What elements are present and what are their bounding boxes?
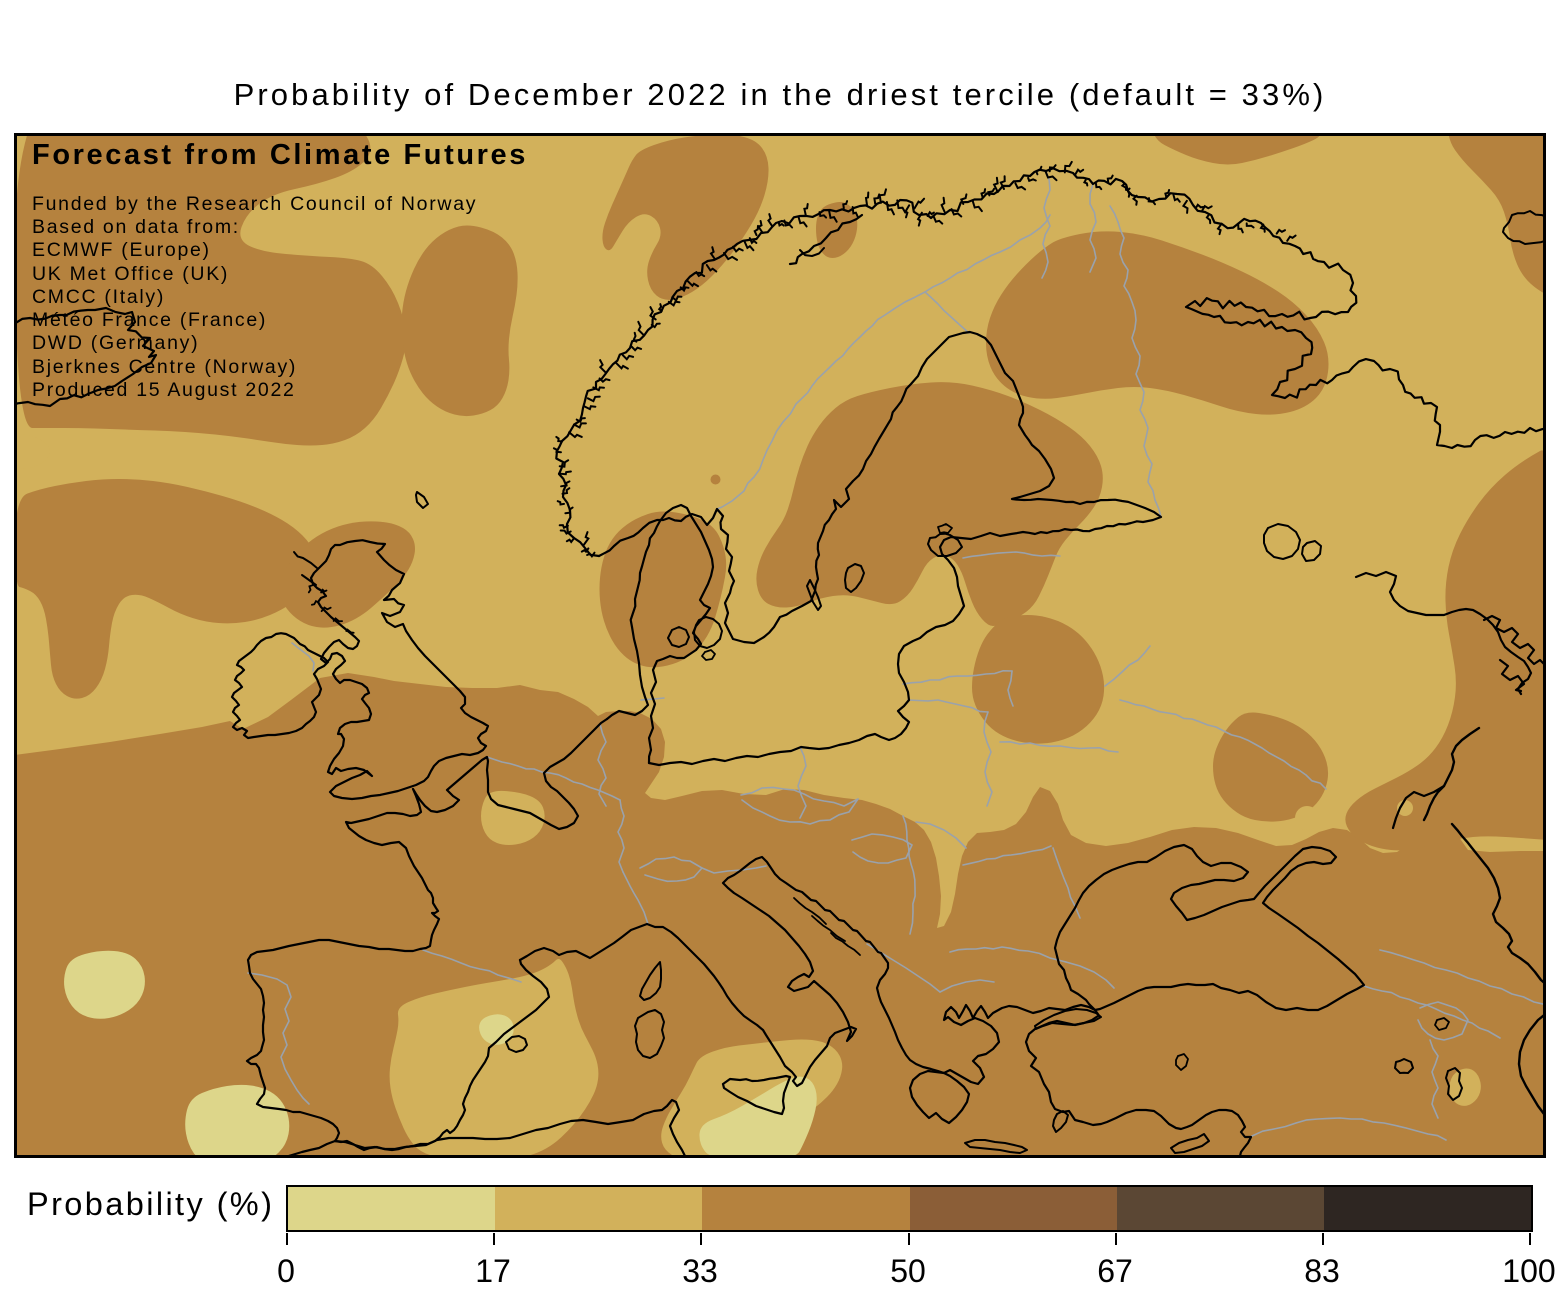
svg-text:Météo France (France): Météo France (France)	[32, 309, 267, 331]
svg-text:Funded by the Research Council: Funded by the Research Council of Norway	[32, 193, 477, 215]
svg-text:Bjerknes Centre (Norway): Bjerknes Centre (Norway)	[32, 356, 297, 378]
svg-text:CMCC (Italy): CMCC (Italy)	[32, 286, 165, 308]
svg-text:Forecast from Climate Futures: Forecast from Climate Futures	[32, 139, 528, 171]
svg-text:Produced 15 August 2022: Produced 15 August 2022	[32, 379, 296, 401]
svg-text:Based on data from:: Based on data from:	[32, 216, 240, 238]
svg-text:UK Met Office (UK): UK Met Office (UK)	[32, 263, 229, 285]
svg-text:DWD (Germany): DWD (Germany)	[32, 332, 199, 354]
svg-text:ECMWF (Europe): ECMWF (Europe)	[32, 239, 211, 261]
